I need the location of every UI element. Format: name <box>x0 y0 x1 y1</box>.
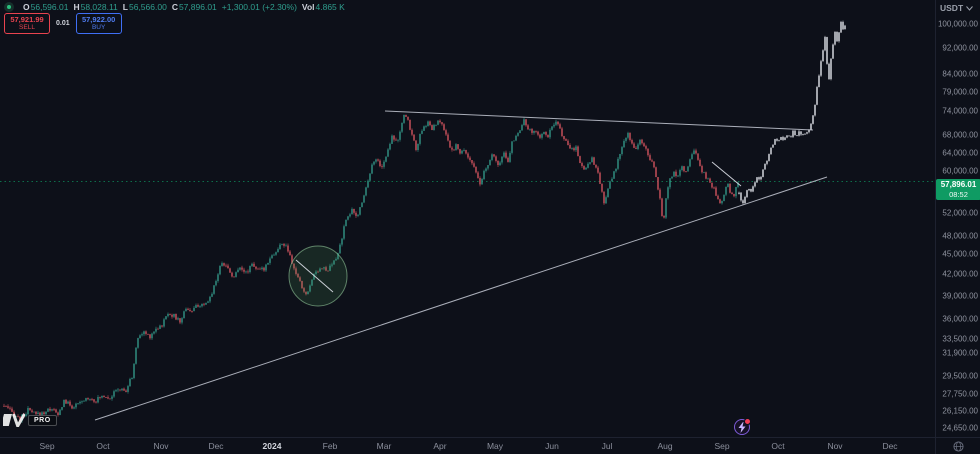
time-axis-label: Apr <box>433 441 447 451</box>
price-axis-label: 26,150.00 <box>942 406 978 416</box>
price-axis-label: 45,000.00 <box>942 249 978 259</box>
time-axis-label: Nov <box>827 441 843 451</box>
time-axis-label: Jul <box>601 441 613 451</box>
time-axis-label: 2024 <box>262 441 282 451</box>
price-axis-label: 64,000.00 <box>942 148 978 158</box>
price-axis-label: 42,000.00 <box>942 269 978 279</box>
time-axis-label: Jun <box>545 441 559 451</box>
price-axis-label: 48,000.00 <box>942 231 978 241</box>
events-lightning-icon[interactable] <box>734 418 751 435</box>
quote-currency-label[interactable]: USDT <box>940 3 974 13</box>
price-axis-label: 52,000.00 <box>942 208 978 218</box>
market-status-icon[interactable] <box>4 2 14 12</box>
time-axis-label: Nov <box>153 441 169 451</box>
price-axis-label: 74,000.00 <box>942 106 978 116</box>
price-axis-label: 92,000.00 <box>942 43 978 53</box>
price-axis-label: 84,000.00 <box>942 69 978 79</box>
tradingview-logo-icon <box>3 413 25 427</box>
price-axis-label: 33,500.00 <box>942 334 978 344</box>
globe-icon <box>953 440 964 452</box>
spread-value: 0.01 <box>56 20 70 27</box>
last-price-badge: 57,896.01 08:52 <box>936 178 980 200</box>
time-axis-label: Sep <box>714 441 730 451</box>
price-axis-label: 31,900.00 <box>942 348 978 358</box>
time-axis-label: Feb <box>322 441 338 451</box>
price-axis-label: 29,500.00 <box>942 371 978 381</box>
time-axis-label: Oct <box>771 441 785 451</box>
ohlc-low: L56,566.00 <box>122 2 167 12</box>
pro-badge: PRO <box>28 414 57 426</box>
time-axis-label: Dec <box>882 441 898 451</box>
price-axis-label: 79,000.00 <box>942 87 978 97</box>
price-axis-label: 68,000.00 <box>942 130 978 140</box>
price-axis-label: 36,000.00 <box>942 314 978 324</box>
time-axis[interactable]: Sep Oct Nov Dec 2024 Feb Mar Apr May Jun Jul Aug Sep… <box>0 437 935 454</box>
price-axis-label: 27,750.00 <box>942 389 978 399</box>
time-axis-label: May <box>486 441 504 451</box>
price-axis-label: 60,000.00 <box>942 166 978 176</box>
volume-readout: Vol4.865 K <box>301 2 345 12</box>
price-axis-label: 24,650.00 <box>942 423 978 433</box>
chart-canvas[interactable]: O56,596.01 H58,028.11 L56,566.00 C57,896… <box>0 0 935 437</box>
time-axis-label: Dec <box>208 441 224 451</box>
time-axis-label: Oct <box>96 441 110 451</box>
time-axis-label: Mar <box>376 441 392 451</box>
buy-button[interactable]: 57,922.00 BUY <box>75 13 122 34</box>
ohlc-high: H58,028.11 <box>73 2 118 12</box>
time-axis-label: Aug <box>657 441 673 451</box>
price-axis[interactable]: USDT 100,000.00 92,000.00 84,000.00 79,000.… <box>935 0 980 437</box>
price-axis-label: 39,000.00 <box>942 291 978 301</box>
lightning-bolt-icon <box>738 421 746 433</box>
order-panel: 57,921.99 SELL 0.01 57,922.00 BUY <box>4 13 122 34</box>
price-change: +1,300.01 (+2.30%) <box>221 2 297 12</box>
timezone-globe-icon[interactable] <box>935 437 980 454</box>
tradingview-logo[interactable]: PRO <box>3 413 57 427</box>
time-axis-label: Sep <box>39 441 55 451</box>
symbol-legend: O56,596.01 H58,028.11 L56,566.00 C57,896… <box>4 2 345 12</box>
candlestick-chart[interactable] <box>0 0 935 437</box>
price-axis-label: 100,000.00 <box>937 19 978 29</box>
ohlc-open: O56,596.01 <box>23 2 69 12</box>
notification-dot <box>744 418 751 425</box>
sell-button[interactable]: 57,921.99 SELL <box>4 13 50 34</box>
ohlc-close: C57,896.01 <box>171 2 217 12</box>
chevron-down-icon <box>966 5 974 11</box>
bar-countdown: 08:52 <box>949 189 968 199</box>
